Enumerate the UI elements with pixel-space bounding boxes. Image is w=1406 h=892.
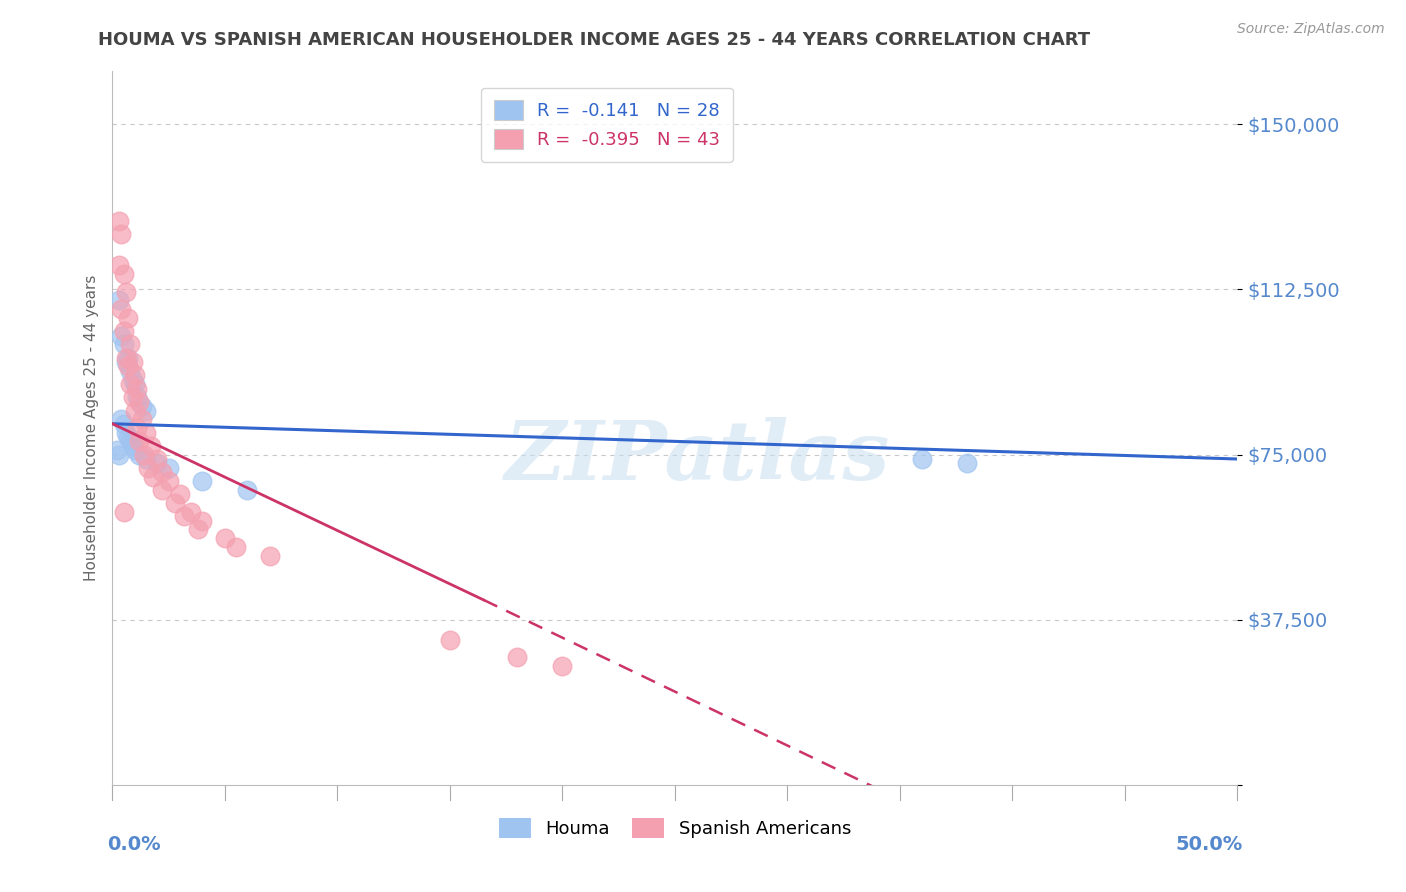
Point — [124, 377, 146, 392]
Point — [108, 293, 131, 308]
Point — [112, 417, 135, 431]
Point — [128, 394, 150, 409]
Point — [506, 650, 529, 665]
Point — [131, 399, 153, 413]
Point — [138, 460, 160, 475]
Text: 50.0%: 50.0% — [1175, 835, 1243, 854]
Point — [214, 531, 236, 545]
Point — [165, 496, 187, 510]
Point — [187, 523, 209, 537]
Text: HOUMA VS SPANISH AMERICAN HOUSEHOLDER INCOME AGES 25 - 44 YEARS CORRELATION CHAR: HOUMA VS SPANISH AMERICAN HOUSEHOLDER IN… — [98, 31, 1091, 49]
Text: ZIPatlas: ZIPatlas — [505, 417, 890, 497]
Point — [120, 364, 142, 378]
Point — [956, 457, 979, 471]
Point — [115, 351, 138, 365]
Point — [115, 285, 138, 299]
Text: Source: ZipAtlas.com: Source: ZipAtlas.com — [1237, 22, 1385, 37]
Point — [150, 465, 173, 479]
Point — [225, 540, 247, 554]
Point — [121, 355, 143, 369]
Point — [127, 382, 149, 396]
Point — [157, 474, 180, 488]
Point — [110, 412, 132, 426]
Point — [117, 311, 139, 326]
Point — [146, 457, 169, 471]
Point — [124, 443, 146, 458]
Point — [117, 430, 139, 444]
Point — [121, 373, 143, 387]
Point — [120, 377, 142, 392]
Point — [157, 460, 180, 475]
Point — [120, 337, 142, 351]
Point — [191, 474, 214, 488]
Point — [110, 302, 132, 317]
Point — [169, 487, 191, 501]
Point — [124, 403, 146, 417]
Point — [131, 412, 153, 426]
Point — [180, 505, 202, 519]
Point — [108, 214, 131, 228]
Point — [105, 443, 128, 458]
Point — [236, 483, 259, 497]
Point — [117, 351, 139, 365]
Point — [127, 421, 149, 435]
Y-axis label: Householder Income Ages 25 - 44 years: Householder Income Ages 25 - 44 years — [83, 275, 98, 582]
Point — [259, 549, 281, 563]
Point — [139, 439, 162, 453]
Point — [112, 505, 135, 519]
Point — [108, 258, 131, 272]
Point — [128, 448, 150, 462]
Point — [112, 267, 135, 281]
Point — [112, 324, 135, 338]
Point — [120, 434, 142, 449]
Point — [117, 359, 139, 374]
Point — [121, 390, 143, 404]
Point — [108, 448, 131, 462]
Point — [135, 425, 157, 440]
Point — [191, 514, 214, 528]
Point — [112, 337, 135, 351]
Text: 0.0%: 0.0% — [107, 835, 160, 854]
Point — [911, 452, 934, 467]
Point — [150, 483, 173, 497]
Legend: R =  -0.141   N = 28, R =  -0.395   N = 43: R = -0.141 N = 28, R = -0.395 N = 43 — [481, 87, 733, 161]
Point — [128, 434, 150, 449]
Point — [142, 469, 165, 483]
Point — [173, 509, 195, 524]
Point — [127, 390, 149, 404]
Point — [110, 328, 132, 343]
Point — [551, 659, 574, 673]
Point — [135, 403, 157, 417]
Point — [110, 227, 132, 242]
Point — [146, 452, 169, 467]
Point — [132, 448, 155, 462]
Point — [135, 452, 157, 467]
Point — [124, 368, 146, 383]
Point — [115, 425, 138, 440]
Point — [121, 439, 143, 453]
Point — [439, 632, 461, 647]
Point — [115, 355, 138, 369]
